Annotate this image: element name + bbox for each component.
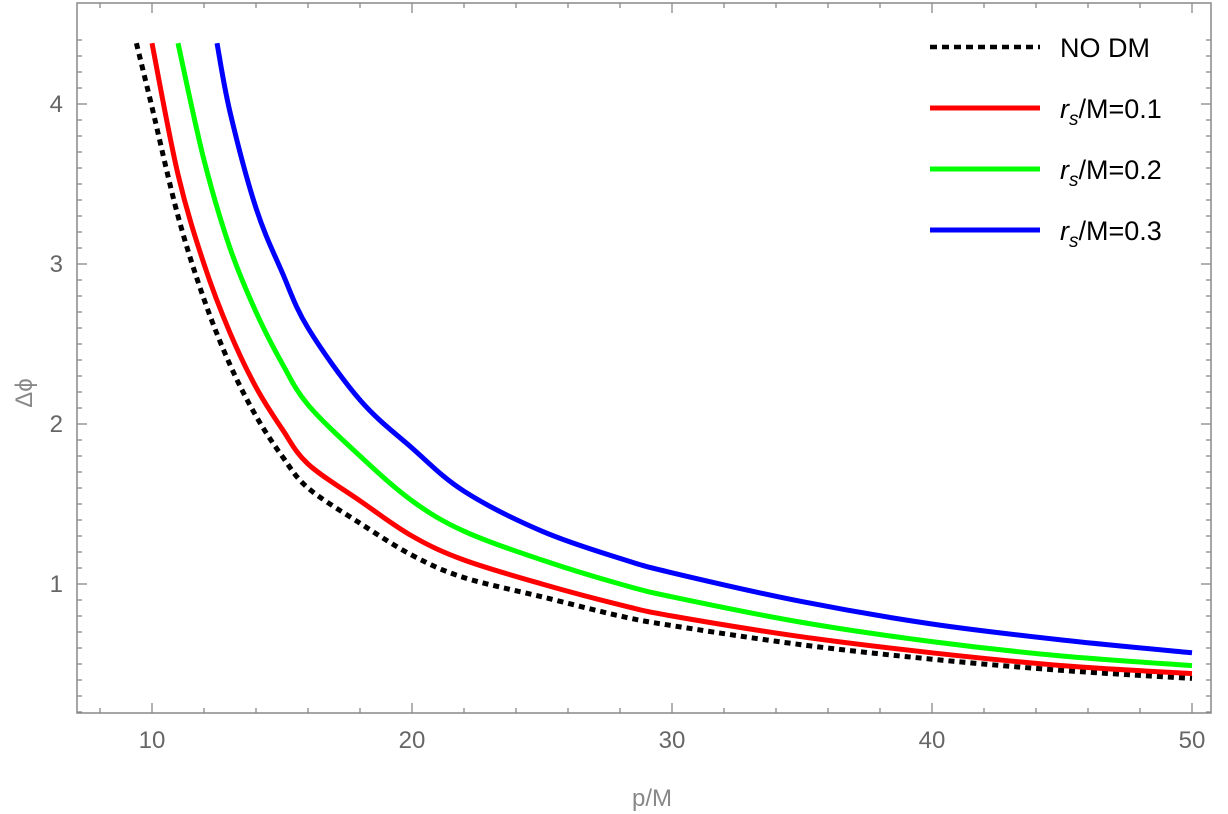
y-tick-label: 2 <box>50 411 63 438</box>
x-tick-label: 10 <box>139 727 166 754</box>
legend-label-2: rs/M=0.1 <box>1060 94 1162 130</box>
legend: NO DM rs/M=0.1 rs/M=0.2 rs/M=0.3 <box>930 33 1162 252</box>
legend-label-3: rs/M=0.2 <box>1060 155 1162 191</box>
x-tick-label: 20 <box>399 727 426 754</box>
curves <box>133 42 1193 681</box>
ticks <box>77 3 1211 713</box>
series-line-2 <box>149 42 1193 677</box>
y-tick-label: 3 <box>50 251 63 278</box>
y-tick-label: 1 <box>50 571 63 598</box>
y-axis-label: Δϕ <box>11 378 38 407</box>
series-line-3 <box>175 42 1193 669</box>
series-line-4 <box>214 42 1193 656</box>
tick-labels: 10 20 30 40 50 1 2 3 4 <box>50 91 1206 754</box>
x-axis-label: p/M <box>632 785 672 812</box>
y-tick-label: 4 <box>50 91 63 118</box>
legend-label-1: NO DM <box>1060 33 1150 63</box>
x-tick-label: 50 <box>1179 727 1206 754</box>
legend-label-4: rs/M=0.3 <box>1060 216 1162 252</box>
plot-frame <box>76 2 1212 714</box>
x-tick-label: 40 <box>919 727 946 754</box>
series-line-1 <box>133 42 1193 681</box>
x-tick-label: 30 <box>659 727 686 754</box>
